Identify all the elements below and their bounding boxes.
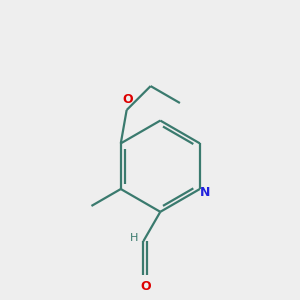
Text: O: O xyxy=(123,93,134,106)
Text: O: O xyxy=(140,280,151,293)
Text: H: H xyxy=(130,232,138,243)
Text: N: N xyxy=(200,186,210,199)
